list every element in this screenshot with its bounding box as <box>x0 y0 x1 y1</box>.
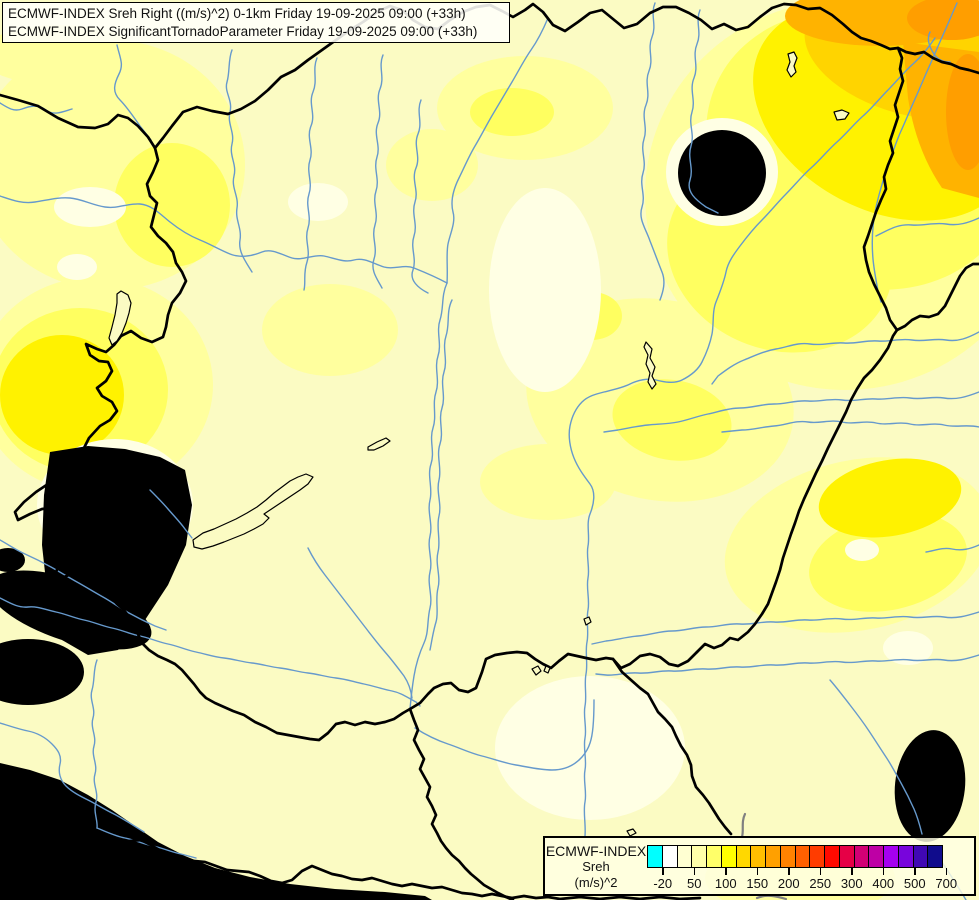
legend-tick <box>756 868 758 875</box>
legend-tick-label: 300 <box>840 876 863 891</box>
legend-color-cell <box>661 845 678 868</box>
legend-color-cell <box>720 845 737 868</box>
title-line-1: ECMWF-INDEX Sreh Right ((m/s)^2) 0-1km F… <box>8 6 466 21</box>
legend-tick-label: 400 <box>872 876 895 891</box>
legend-label: ECMWF-INDEX Sreh (m/s)^2 <box>545 843 647 891</box>
legend-color-cell <box>647 845 663 868</box>
legend-color-cell <box>897 845 914 868</box>
legend-color-cell <box>750 845 766 868</box>
legend-title: ECMWF-INDEX <box>545 843 647 859</box>
legend-color-cell <box>927 845 943 868</box>
legend-color-cell <box>883 845 899 868</box>
legend-tick-label: 50 <box>687 876 702 891</box>
legend-tick <box>882 868 884 875</box>
legend-tick <box>851 868 853 875</box>
lake-neusiedl <box>108 290 132 346</box>
legend-tick <box>693 868 695 875</box>
legend-tick-label: 200 <box>777 876 800 891</box>
legend-color-cell <box>838 845 855 868</box>
legend-tick-label: 100 <box>714 876 737 891</box>
title-box: ECMWF-INDEX Sreh Right ((m/s)^2) 0-1km F… <box>2 2 510 43</box>
lake-velence <box>367 437 391 451</box>
legend-tick <box>788 868 790 875</box>
legend-tick-label: 150 <box>746 876 769 891</box>
legend-parameter: Sreh <box>582 859 610 874</box>
legend-color-cell <box>676 845 693 868</box>
legend-color-cell <box>691 845 707 868</box>
legend-color-cell <box>912 845 929 868</box>
legend-color-cell <box>853 845 870 868</box>
legend-tick <box>662 868 664 875</box>
legend-color-cell <box>779 845 796 868</box>
legend-tick-label: 250 <box>809 876 832 891</box>
legend-color-cell <box>794 845 811 868</box>
legend-color-cell <box>735 845 752 868</box>
legend-units: (m/s)^2 <box>574 875 618 890</box>
legend-tick <box>725 868 727 875</box>
lake-tisza <box>643 341 657 390</box>
legend-tick <box>945 868 947 875</box>
legend-color-cell <box>765 845 781 868</box>
lake-balaton <box>192 473 314 550</box>
legend-box: ECMWF-INDEX Sreh (m/s)^2 -20 50 100 150 200 2… <box>543 836 976 896</box>
legend-tick <box>914 868 916 875</box>
orange-fill-areas <box>785 0 979 198</box>
legend-tick-label: -20 <box>653 876 673 891</box>
legend-color-cell <box>868 845 884 868</box>
title-line-2: ECMWF-INDEX SignificantTornadoParameter … <box>8 23 478 39</box>
legend-tick-label: 700 <box>935 876 958 891</box>
legend-tick-label: 500 <box>903 876 926 891</box>
lakes <box>108 51 850 837</box>
legend-color-cell <box>824 845 840 868</box>
legend-color-cell <box>706 845 722 868</box>
legend-tick <box>819 868 821 875</box>
legend-color-cell <box>809 845 825 868</box>
legend-color-bar <box>647 845 943 868</box>
